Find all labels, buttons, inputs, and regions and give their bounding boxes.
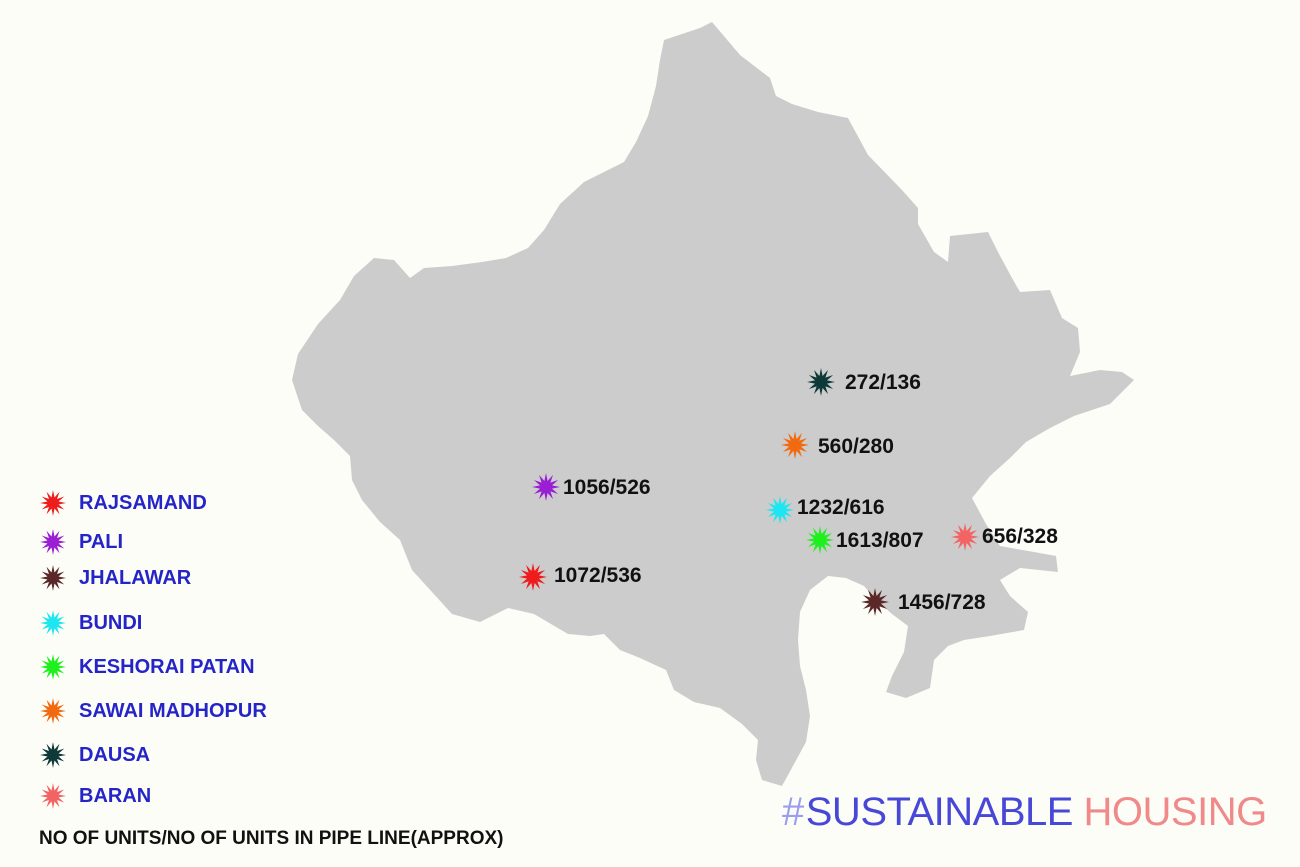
legend-item: KESHORAI PATAN <box>40 654 255 680</box>
marker-keshorai-patan-icon[interactable] <box>806 526 834 554</box>
marker-dausa-icon[interactable] <box>807 368 835 396</box>
rajasthan-state-shape <box>292 22 1134 786</box>
marker-keshorai-patan-value: 1613/807 <box>836 529 924 552</box>
marker-pali-value: 1056/526 <box>563 476 651 499</box>
marker-bundi-icon[interactable] <box>766 496 794 524</box>
legend-footnote: NO OF UNITS/NO OF UNITS IN PIPE LINE(APP… <box>39 828 504 849</box>
legend-item: SAWAI MADHOPUR <box>40 698 267 724</box>
marker-jhalawar-icon[interactable] <box>861 588 889 616</box>
marker-rajsamand-icon[interactable] <box>519 563 547 591</box>
legend-item: JHALAWAR <box>40 565 191 591</box>
legend-label: DAUSA <box>79 743 151 766</box>
sustainable-housing-logo: #SUSTAINABLE HOUSING <box>782 790 1267 835</box>
starburst-icon <box>40 565 66 591</box>
marker-sawai-madhopur-value: 560/280 <box>818 435 894 458</box>
brand-hash: # <box>782 790 804 834</box>
legend-item: PALI <box>40 529 123 555</box>
starburst-icon <box>40 490 66 516</box>
legend-label: JHALAWAR <box>79 566 192 589</box>
legend-item: RAJSAMAND <box>40 490 207 516</box>
starburst-icon <box>40 610 66 636</box>
marker-rajsamand-value: 1072/536 <box>554 564 642 587</box>
marker-jhalawar-value: 1456/728 <box>898 591 986 614</box>
starburst-icon <box>40 783 66 809</box>
legend-label: BUNDI <box>79 611 143 634</box>
legend-item: DAUSA <box>40 742 150 768</box>
legend-label: SAWAI MADHOPUR <box>79 699 267 722</box>
legend-label: RAJSAMAND <box>79 491 207 514</box>
starburst-icon <box>40 654 66 680</box>
legend-label: BARAN <box>79 784 152 807</box>
legend-label: KESHORAI PATAN <box>79 655 255 678</box>
brand-word-housing: HOUSING <box>1083 790 1268 834</box>
starburst-icon <box>40 742 66 768</box>
legend-item: BARAN <box>40 783 151 809</box>
marker-dausa-value: 272/136 <box>845 371 921 394</box>
marker-baran-icon[interactable] <box>951 523 979 551</box>
legend-label: PALI <box>79 530 124 553</box>
marker-sawai-madhopur-icon[interactable] <box>781 431 809 459</box>
marker-baran-value: 656/328 <box>982 525 1058 548</box>
starburst-icon <box>40 529 66 555</box>
legend-item: BUNDI <box>40 610 142 636</box>
marker-bundi-value: 1232/616 <box>797 496 885 519</box>
brand-word-sustainable: SUSTAINABLE <box>805 790 1084 834</box>
starburst-icon <box>40 698 66 724</box>
marker-pali-icon[interactable] <box>532 473 560 501</box>
